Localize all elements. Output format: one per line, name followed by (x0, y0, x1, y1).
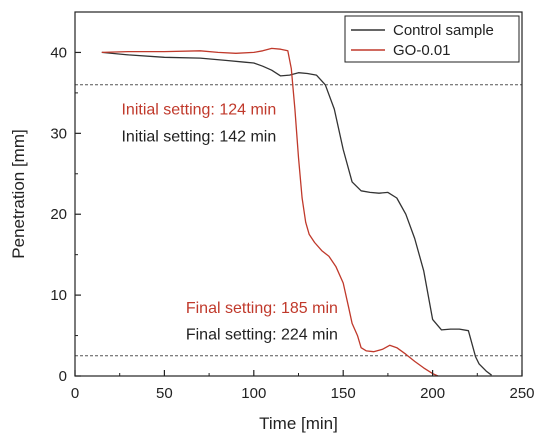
x-axis-label: Time [min] (259, 414, 338, 433)
annotation-text: Initial setting: 124 min (121, 102, 276, 119)
y-tick-label: 40 (50, 44, 67, 61)
x-tick-label: 200 (420, 385, 445, 402)
x-tick-label: 50 (156, 385, 173, 402)
series-line-go-0-01 (101, 47, 439, 377)
x-tick-label: 0 (71, 385, 79, 402)
x-axis: 0 50 100 150 200 250 (71, 370, 535, 402)
legend-label: Control sample (393, 22, 494, 39)
series-lines (101, 47, 492, 377)
y-tick-label: 10 (50, 287, 67, 304)
legend: Control sample GO-0.01 (344, 15, 520, 63)
y-axis-label: Penetration [mm] (9, 129, 28, 258)
y-tick-label: 0 (59, 368, 67, 385)
annotation-text: Final setting: 224 min (186, 327, 338, 344)
series-line-control-sample (101, 51, 492, 376)
x-tick-label: 100 (241, 385, 266, 402)
plot-frame (74, 11, 523, 377)
x-tick-label: 150 (331, 385, 356, 402)
legend-box (344, 15, 520, 63)
legend-label: GO-0.01 (393, 42, 451, 59)
annotations: Initial setting: 124 min Initial setting:… (121, 102, 337, 344)
annotation-text: Final setting: 185 min (186, 300, 338, 317)
reference-lines (75, 84, 522, 357)
y-axis: 0 10 20 30 40 (50, 44, 81, 385)
y-tick-label: 30 (50, 125, 67, 142)
y-tick-label: 20 (50, 206, 67, 223)
x-tick-label: 250 (509, 385, 534, 402)
annotation-text: Initial setting: 142 min (121, 128, 276, 145)
